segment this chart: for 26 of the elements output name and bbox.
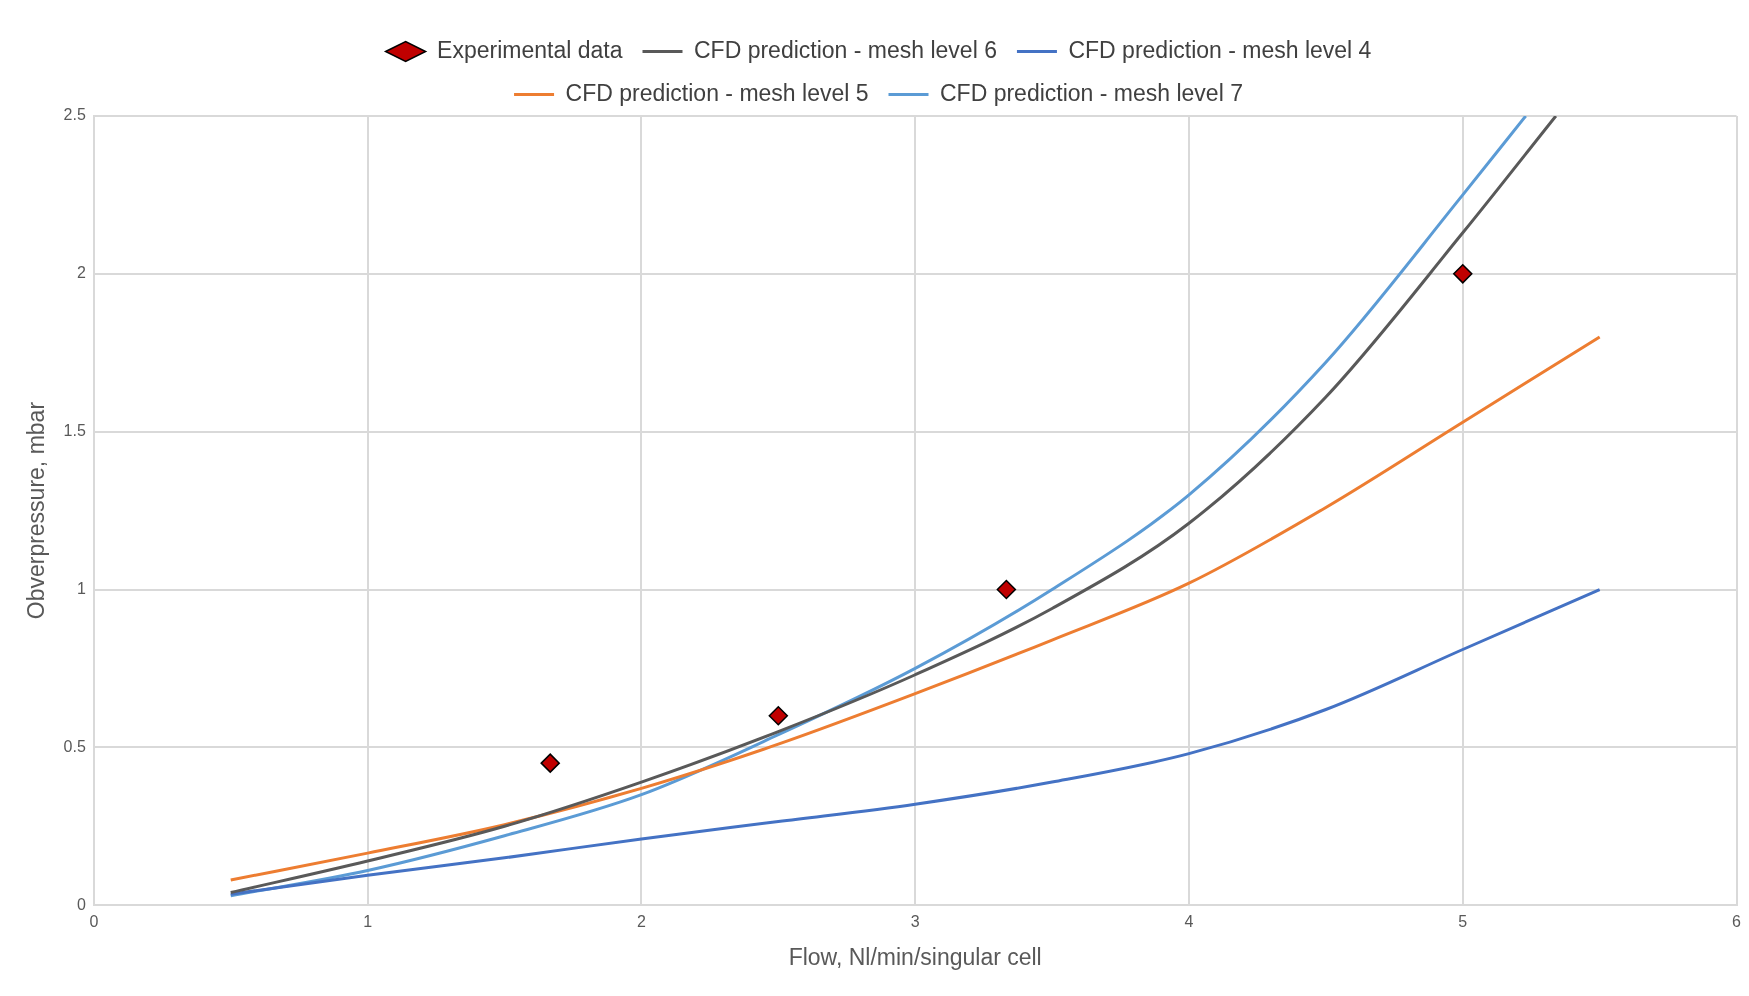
- y-tick-label: 1: [76, 579, 86, 597]
- x-tick-label: 0: [89, 913, 99, 931]
- y-tick-label: 0.5: [63, 737, 86, 755]
- x-tick-label: 1: [363, 913, 373, 931]
- line-series: [229, 335, 1602, 882]
- legend-label: CFD prediction - mesh level 7: [940, 79, 1243, 106]
- x-tick-label: 5: [1458, 913, 1468, 931]
- legend-label: Experimental data: [437, 36, 623, 63]
- line-series: [229, 588, 1602, 896]
- y-axis-title: Obverpressure, mbar: [23, 401, 50, 620]
- x-tick-label: 3: [910, 913, 920, 931]
- x-tick-label: 2: [636, 913, 646, 931]
- x-tick-label: 6: [1732, 913, 1742, 931]
- legend-label: CFD prediction - mesh level 4: [1068, 36, 1372, 63]
- point: [540, 753, 560, 773]
- x-tick-label: 4: [1184, 913, 1194, 931]
- y-tick-label: 0: [76, 895, 86, 913]
- y-tick-label: 2: [76, 264, 86, 282]
- point: [768, 706, 789, 726]
- point: [996, 579, 1017, 600]
- point: [1453, 264, 1473, 284]
- legend-label: CFD prediction - mesh level 5: [565, 79, 869, 106]
- legend-label: CFD prediction - mesh level 6: [694, 36, 997, 63]
- y-tick-label: 1.5: [63, 422, 86, 440]
- x-axis-title: Flow, Nl/min/singular cell: [788, 943, 1042, 970]
- y-tick-label: 2.5: [63, 106, 86, 124]
